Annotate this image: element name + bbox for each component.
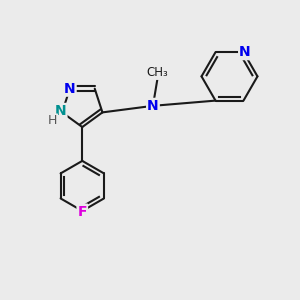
Text: N: N <box>147 99 159 113</box>
Text: F: F <box>77 205 87 218</box>
Text: N: N <box>239 45 251 59</box>
Text: N: N <box>55 104 67 118</box>
Text: CH₃: CH₃ <box>146 66 168 80</box>
Text: N: N <box>64 82 76 96</box>
Text: H: H <box>48 114 57 127</box>
